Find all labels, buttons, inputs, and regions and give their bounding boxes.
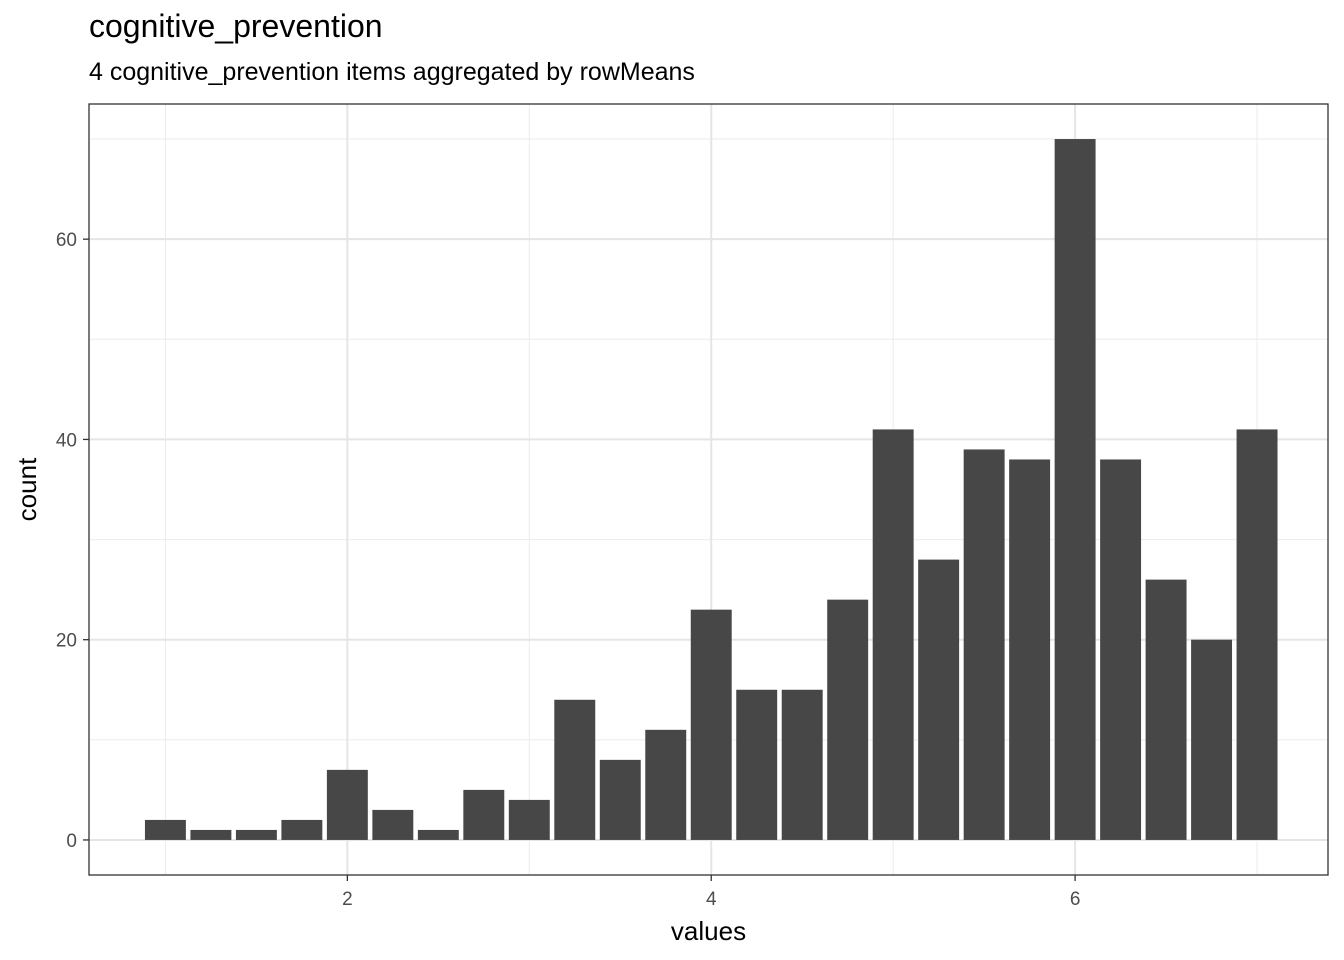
- y-tick-label: 60: [56, 230, 77, 251]
- bar: [417, 829, 459, 840]
- bar: [645, 729, 687, 840]
- bar: [554, 699, 596, 840]
- x-tick-label: 4: [706, 889, 717, 910]
- bar: [508, 799, 550, 840]
- bar: [326, 769, 368, 840]
- bar: [1054, 139, 1096, 840]
- y-axis-title: count: [12, 457, 42, 521]
- bar: [1236, 429, 1278, 840]
- bar: [599, 759, 641, 840]
- bar: [190, 829, 232, 840]
- x-tick-label: 2: [342, 889, 353, 910]
- bar: [827, 599, 869, 840]
- bar: [963, 449, 1005, 840]
- bar: [1191, 639, 1233, 840]
- bars: [144, 139, 1278, 840]
- bar: [1100, 459, 1142, 840]
- bar: [781, 689, 823, 840]
- bar: [872, 429, 914, 840]
- chart-subtitle: 4 cognitive_prevention items aggregated …: [89, 58, 695, 86]
- y-tick-label: 0: [66, 831, 77, 852]
- x-tick-label: 6: [1070, 889, 1081, 910]
- bar: [144, 819, 186, 840]
- bar: [463, 789, 505, 840]
- bar: [736, 689, 778, 840]
- x-axis-title: values: [671, 916, 746, 946]
- bar: [372, 809, 414, 840]
- panel-border: [88, 103, 1329, 876]
- bar: [281, 819, 323, 840]
- bar: [918, 559, 960, 840]
- bar: [1009, 459, 1051, 840]
- bar: [690, 609, 732, 840]
- bar: [1145, 579, 1187, 840]
- chart-title: cognitive_prevention: [89, 8, 383, 44]
- y-tick-label: 40: [56, 430, 77, 451]
- bar: [235, 829, 277, 840]
- y-tick-label: 20: [56, 631, 77, 652]
